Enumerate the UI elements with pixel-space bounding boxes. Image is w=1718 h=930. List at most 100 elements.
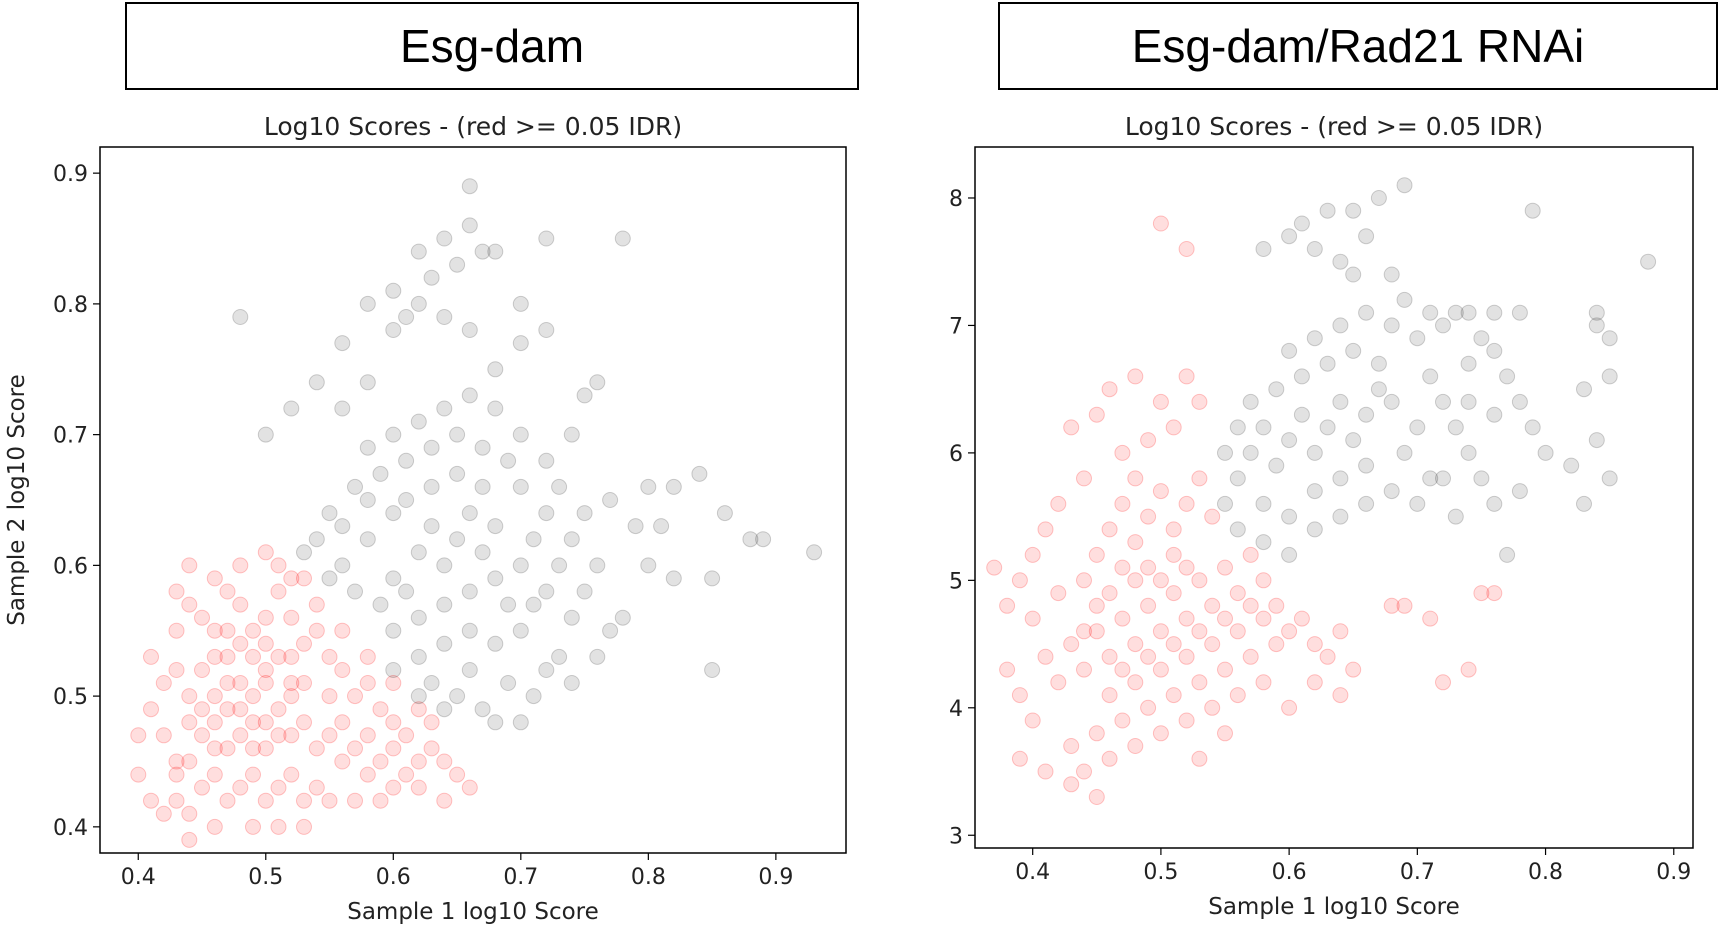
scatter-point-red [1063,636,1080,653]
scatter-point-red [1293,610,1310,627]
scatter-point-gray [385,426,402,443]
scatter-point-red [1178,610,1195,627]
scatter-point-gray [398,583,415,600]
scatter-point-red [1191,393,1208,410]
scatter-point-gray [1255,419,1272,436]
left-y-tick-label: 0.4 [53,816,88,841]
scatter-point-gray [1473,330,1490,347]
scatter-point-red [1396,597,1413,614]
scatter-point-red [1229,585,1246,602]
scatter-point-red [347,688,363,705]
scatter-point-gray [716,505,733,522]
scatter-point-gray [1447,419,1464,436]
scatter-point-red [1422,610,1439,627]
scatter-point-gray [423,439,440,456]
scatter-point-gray [436,557,453,574]
right-y-tick-label: 8 [949,187,963,212]
scatter-point-red [245,766,261,783]
scatter-point-red [410,779,427,796]
scatter-point-gray [474,439,491,456]
scatter-point-red [283,609,300,626]
scatter-point-red [1191,470,1208,487]
scatter-point-red [1127,572,1144,589]
scatter-point-red [232,779,249,796]
scatter-point-red [986,559,1003,576]
scatter-point-gray [1486,342,1503,359]
scatter-point-red [1011,687,1028,704]
scatter-point-gray [1563,457,1580,474]
scatter-point-red [1127,534,1144,551]
scatter-point-red [1178,559,1195,576]
scatter-point-gray [1255,495,1272,512]
scatter-point-red [257,714,274,731]
scatter-point-gray [1447,508,1464,525]
left-y-tick-label: 0.5 [53,685,88,710]
scatter-point-gray [398,309,415,325]
scatter-point-gray [1473,470,1490,487]
scatter-point-gray [1293,215,1310,232]
right-y-tick-label: 3 [949,824,963,849]
scatter-point-red [334,753,351,770]
scatter-point-red [1101,750,1118,767]
scatter-point-gray [1332,508,1349,525]
scatter-point-gray [602,622,619,639]
scatter-point-red [1191,750,1208,767]
scatter-point-red [257,662,274,678]
scatter-point-gray [410,413,427,430]
scatter-point-gray [1460,393,1477,410]
scatter-point-red [257,635,274,652]
scatter-point-red [1011,572,1028,589]
scatter-point-gray [232,309,249,325]
scatter-point-gray [1383,393,1400,410]
scatter-point-gray [551,478,568,495]
scatter-point-red [219,583,236,600]
scatter-point-gray [1306,521,1323,538]
scatter-point-red [270,779,287,796]
scatter-point-gray [1511,483,1528,500]
left-x-tick-label: 0.9 [758,865,793,890]
scatter-point-red [1101,648,1118,665]
scatter-point-gray [449,531,466,548]
scatter-point-red [1281,699,1298,716]
scatter-point-red [194,701,210,718]
scatter-point-red [1152,572,1169,589]
left-chart-title: Log10 Scores - (red >= 0.05 IDR) [264,112,682,141]
scatter-point-red [283,570,300,587]
scatter-point-gray [1293,406,1310,423]
scatter-point-gray [347,478,363,495]
scatter-point-gray [1588,432,1605,449]
scatter-point-gray [755,531,772,548]
scatter-point-red [372,701,389,718]
scatter-point-gray [449,426,466,443]
scatter-point-red [194,662,210,678]
scatter-point-gray [436,230,453,247]
scatter-point-gray [474,243,491,260]
scatter-point-red [1114,712,1131,729]
scatter-point-gray [563,426,580,443]
right-x-tick-label: 0.4 [1015,860,1050,885]
scatter-point-red [219,675,236,691]
scatter-point-red [321,688,338,705]
scatter-point-red [1165,585,1182,602]
scatter-point-gray [321,505,338,522]
scatter-point-gray [512,478,529,495]
scatter-point-red [1063,738,1080,754]
scatter-point-red [194,727,210,744]
scatter-point-gray [1396,444,1413,461]
right-y-tick-label: 5 [949,569,963,594]
scatter-point-gray [334,335,351,352]
scatter-point-red [1024,546,1041,563]
scatter-point-red [1178,712,1195,729]
scatter-point-red [1204,636,1221,653]
scatter-point-gray [525,688,542,705]
scatter-point-red [181,714,198,731]
scatter-point-gray [1370,381,1387,398]
scatter-point-red [143,792,159,809]
scatter-point-gray [576,505,593,522]
scatter-point-red [347,792,363,809]
scatter-point-gray [1409,419,1426,436]
scatter-point-red [999,661,1016,678]
panel-title-left: Esg-dam [399,20,585,72]
scatter-point-red [461,779,478,796]
scatter-point-red [1345,661,1362,678]
